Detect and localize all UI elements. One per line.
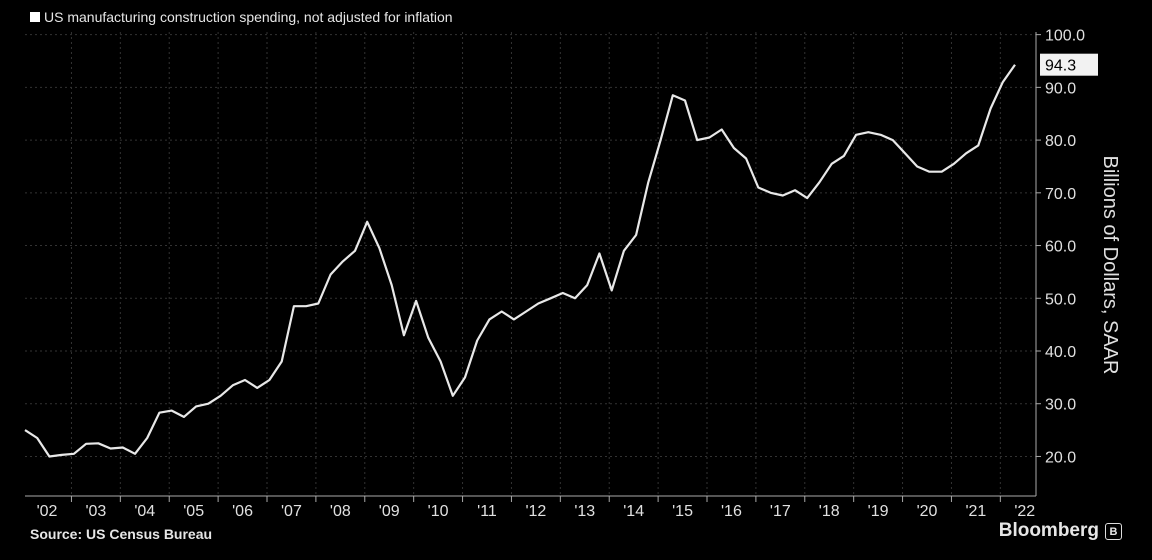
y-tick-label: 80.0 bbox=[1045, 133, 1076, 150]
y-tick-label: 20.0 bbox=[1045, 449, 1076, 466]
y-axis-label: Billions of Dollars, SAAR bbox=[1099, 156, 1121, 375]
x-tick-label: '12 bbox=[525, 503, 546, 520]
vertical-gridlines bbox=[70, 32, 1001, 496]
x-tick-label: '16 bbox=[721, 503, 742, 520]
y-tick-label: 40.0 bbox=[1045, 344, 1076, 361]
x-tick-label: '19 bbox=[868, 503, 889, 520]
x-tick-label: '11 bbox=[477, 503, 497, 520]
legend: US manufacturing construction spending, … bbox=[30, 9, 453, 25]
x-tick-label: '05 bbox=[183, 503, 204, 520]
last-value-text: 94.3 bbox=[1045, 58, 1076, 75]
x-tick-label: '10 bbox=[428, 503, 449, 520]
x-tick-label: '18 bbox=[819, 503, 840, 520]
x-tick-label: '04 bbox=[134, 503, 155, 520]
last-value-badge: 94.3 bbox=[1040, 53, 1098, 76]
y-tick-label: 100.0 bbox=[1045, 28, 1085, 45]
y-tick-label: 90.0 bbox=[1045, 80, 1076, 97]
x-tick-label: '15 bbox=[672, 503, 693, 520]
bloomberg-logo-icon: B bbox=[1105, 522, 1122, 540]
horizontal-gridlines bbox=[25, 34, 1036, 457]
y-tick-labels: 100.0 90.0 80.0 70.0 60.0 50.0 40.0 30.0 20.0 bbox=[1036, 28, 1085, 466]
x-tick-label: '13 bbox=[574, 503, 595, 520]
x-tick-label: '07 bbox=[281, 503, 302, 520]
x-tick-label: '03 bbox=[85, 503, 106, 520]
x-tick-label: '09 bbox=[379, 503, 400, 520]
x-tick-label: '02 bbox=[37, 503, 58, 520]
source-note: Source: US Census Bureau bbox=[30, 526, 213, 542]
legend-swatch bbox=[30, 12, 40, 22]
y-tick-label: 60.0 bbox=[1045, 239, 1076, 256]
y-tick-label: 30.0 bbox=[1045, 397, 1076, 414]
x-tick-label: '22 bbox=[1014, 503, 1035, 520]
x-tick-label: '14 bbox=[623, 503, 644, 520]
brand-name: Bloomberg bbox=[998, 520, 1099, 541]
brand-logo: Bloomberg B bbox=[999, 520, 1122, 542]
x-tick-label: '08 bbox=[330, 503, 351, 520]
last-value-box bbox=[1040, 53, 1098, 76]
x-tick-label: '21 bbox=[965, 503, 986, 520]
y-tick-label: 50.0 bbox=[1045, 291, 1076, 308]
chart-title: US manufacturing construction spending, … bbox=[44, 9, 453, 25]
x-tick-labels: '02 '03 '04 '05 '06 '07 '08 '09 '10 '11 '12 '13 '14 '… bbox=[37, 496, 1035, 520]
x-tick-label: '20 bbox=[917, 503, 938, 520]
y-tick-label: 70.0 bbox=[1045, 186, 1076, 203]
x-tick-label: '06 bbox=[232, 503, 253, 520]
x-tick-label: '17 bbox=[770, 503, 791, 520]
series-line bbox=[24, 64, 1016, 458]
